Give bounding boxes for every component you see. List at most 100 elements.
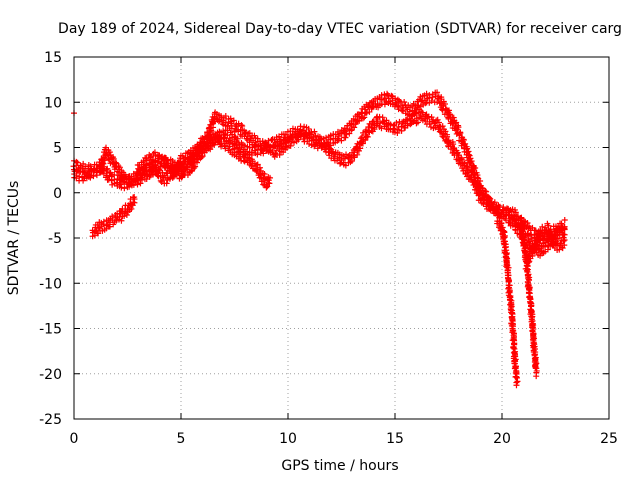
- data-point: [359, 115, 366, 122]
- data-point: [118, 184, 125, 191]
- data-point: [254, 161, 261, 168]
- data-point: [550, 233, 557, 240]
- data-point: [276, 151, 283, 158]
- data-point: [105, 176, 112, 183]
- data-point: [455, 124, 462, 131]
- series-track-g: [524, 220, 568, 267]
- data-point: [522, 242, 529, 249]
- data-point: [388, 92, 395, 99]
- data-point: [381, 91, 388, 98]
- series-track-d: [89, 194, 138, 240]
- data-point: [267, 144, 274, 151]
- data-point: [442, 100, 448, 107]
- data-point: [327, 132, 334, 139]
- data-point: [230, 141, 237, 148]
- data-point: [126, 183, 133, 190]
- data-point: [414, 119, 421, 126]
- data-point: [222, 113, 229, 120]
- data-point: [482, 188, 489, 195]
- data-point: [178, 168, 185, 175]
- y-tick-labels: -25 -20 -15 -10 -5 0 5 10 15: [39, 50, 62, 428]
- data-point: [511, 357, 518, 364]
- plot-frame: [73, 56, 610, 420]
- data-point: [357, 145, 364, 152]
- data-point: [311, 128, 318, 135]
- data-point: [156, 152, 163, 159]
- data-point: [466, 152, 473, 159]
- data-point: [273, 147, 280, 154]
- data-point: [233, 144, 240, 151]
- data-point: [121, 212, 128, 219]
- data-point: [513, 382, 520, 389]
- data-point: [491, 199, 498, 206]
- data-point: [463, 163, 470, 170]
- data-point: [74, 159, 81, 166]
- data-point: [514, 378, 521, 385]
- data-point: [364, 133, 371, 140]
- data-point: [87, 174, 94, 181]
- data-point: [513, 373, 520, 380]
- data-point: [531, 343, 538, 350]
- data-point: [131, 194, 138, 201]
- data-point: [401, 98, 408, 105]
- data-point: [264, 183, 271, 190]
- data-point: [472, 164, 479, 171]
- data-point: [90, 173, 97, 180]
- data-point: [402, 117, 409, 124]
- data-point: [171, 173, 178, 180]
- data-point: [323, 134, 330, 141]
- data-point: [499, 206, 506, 213]
- data-point: [421, 116, 428, 123]
- data-point: [343, 131, 350, 138]
- data-point: [561, 237, 568, 244]
- data-point: [137, 180, 144, 187]
- data-point: [241, 152, 248, 159]
- data-point: [434, 116, 441, 123]
- data-point: [505, 264, 512, 271]
- data-point: [504, 262, 511, 269]
- data-point: [110, 155, 117, 162]
- data-point: [532, 358, 539, 365]
- data-point: [511, 216, 518, 223]
- y-tick-label: 0: [53, 186, 62, 202]
- data-point: [359, 140, 366, 147]
- data-point: [230, 117, 237, 124]
- x-tick-label: 15: [386, 431, 404, 447]
- x-tick-label: 25: [600, 431, 618, 447]
- data-point: [528, 302, 535, 309]
- data-point: [171, 163, 178, 170]
- data-point: [378, 125, 385, 132]
- data-point: [426, 92, 433, 99]
- data-point: [442, 128, 449, 135]
- data-point: [155, 166, 162, 173]
- data-point: [218, 135, 225, 142]
- data-point: [540, 240, 547, 247]
- data-point: [504, 267, 511, 274]
- data-point: [460, 136, 467, 143]
- series-track-c: [134, 131, 274, 191]
- data-point: [498, 220, 505, 227]
- data-point: [290, 139, 297, 146]
- x-axis-label: GPS time / hours: [281, 458, 398, 474]
- data-point: [140, 157, 147, 164]
- data-point: [532, 351, 539, 358]
- x-tick-label: 5: [177, 431, 186, 447]
- data-point: [248, 149, 255, 156]
- data-point: [458, 156, 465, 163]
- data-point: [506, 288, 513, 295]
- data-point: [457, 129, 464, 136]
- data-point: [464, 163, 471, 170]
- data-point: [366, 108, 373, 115]
- data-point: [445, 107, 452, 114]
- data-point: [97, 169, 104, 176]
- data-point: [519, 230, 526, 237]
- x-tick-label: 10: [279, 431, 297, 447]
- y-tick-label: -25: [39, 412, 62, 428]
- data-point: [419, 109, 426, 116]
- data-point: [361, 114, 368, 121]
- data-point: [227, 115, 234, 122]
- y-tick-label: 10: [44, 95, 62, 111]
- data-point: [512, 209, 519, 216]
- data-point: [521, 239, 528, 246]
